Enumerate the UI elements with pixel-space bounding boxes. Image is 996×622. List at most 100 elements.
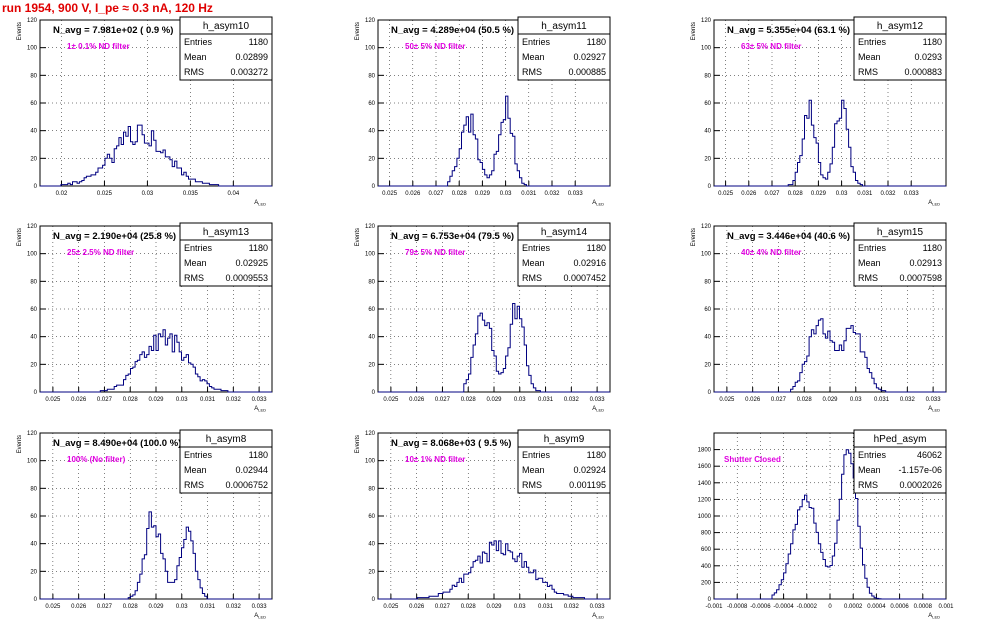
- x-tick-label: 0.028: [123, 604, 139, 610]
- x-axis-label: ALED: [592, 613, 604, 620]
- stats-box: h_asym9 Entries 1180 Mean 0.02924 RMS 0.001195: [517, 429, 611, 494]
- x-tick-label: 0.035: [183, 191, 199, 197]
- y-tick-label: 80: [704, 279, 711, 285]
- y-tick-label: 200: [701, 580, 712, 586]
- y-tick-label: 80: [30, 486, 37, 492]
- stats-body: [853, 33, 947, 81]
- y-tick-label: 60: [30, 514, 37, 520]
- x-tick-label: 0.032: [564, 397, 580, 403]
- n-avg-label: N_avg = 4.289e+04 (50.5 %): [391, 25, 514, 36]
- n-avg-label: N_avg = 6.753e+04 (79.5 %): [391, 231, 514, 242]
- x-tick-label: 0.029: [811, 191, 827, 197]
- x-tick-label: 0.029: [148, 397, 164, 403]
- stats-box: h_asym15 Entries 1180 Mean 0.02913 RMS 0.00075…: [853, 222, 947, 287]
- histogram-panel-h_asym13: 0.025 0.026 0.027 0.028 0.029 0.03 0.031 0.032 0…: [17, 222, 273, 413]
- n-avg-label: N_avg = 5.355e+04 (63.1 %): [727, 25, 850, 36]
- x-tick-label: 0.04: [227, 191, 239, 197]
- stats-box: h_asym14 Entries 1180 Mean 0.02916 RMS 0.00074…: [517, 222, 611, 287]
- n-avg-label: N_avg = 7.981e+02 ( 0.9 %): [53, 25, 173, 36]
- y-tick-label: 60: [30, 101, 37, 107]
- y-tick-label: 400: [701, 564, 712, 570]
- x-tick-label: 0.027: [435, 604, 451, 610]
- stats-label-rms: RMS: [522, 480, 542, 490]
- y-tick-label: 0: [372, 597, 376, 603]
- stats-label-rms: RMS: [522, 273, 542, 283]
- y-tick-label: 40: [368, 129, 375, 135]
- histogram-series: [40, 511, 272, 600]
- x-tick-label: -0.0006: [750, 604, 771, 610]
- histogram-name: h_asym8: [206, 434, 247, 445]
- y-tick-label: 0: [372, 184, 376, 190]
- y-tick-label: 20: [704, 156, 711, 162]
- x-tick-label: 0.032: [564, 604, 580, 610]
- x-tick-label: 0.001: [938, 604, 954, 610]
- histogram-series: [378, 303, 610, 393]
- y-tick-label: 60: [30, 307, 37, 313]
- stats-value-rms: 0.0002026: [899, 480, 942, 490]
- y-tick-label: 120: [701, 224, 712, 230]
- y-tick-label: 20: [704, 362, 711, 368]
- x-tick-label: 0.028: [461, 604, 477, 610]
- histogram-series: [378, 540, 610, 600]
- y-tick-label: 80: [368, 486, 375, 492]
- stats-value-rms: 0.0007598: [899, 273, 942, 283]
- stats-value-mean: 0.02913: [909, 258, 942, 268]
- y-tick-label: 60: [704, 101, 711, 107]
- filter-annotation: 10± 1% ND filter: [405, 455, 465, 464]
- stats-label-mean: Mean: [184, 52, 207, 62]
- x-tick-label: -0.0008: [727, 604, 748, 610]
- y-tick-label: 60: [368, 101, 375, 107]
- x-tick-label: 0.031: [857, 191, 873, 197]
- x-tick-label: 0.028: [797, 397, 813, 403]
- x-tick-label: 0.03: [850, 397, 862, 403]
- stats-value-entries: 1180: [587, 243, 606, 253]
- n-avg-label: N_avg = 8.068e+03 ( 9.5 %): [391, 438, 511, 449]
- y-tick-label: 1000: [698, 514, 712, 520]
- x-tick-label: 0.025: [45, 397, 61, 403]
- y-tick-label: 60: [368, 307, 375, 313]
- x-tick-label: 0.025: [97, 191, 113, 197]
- x-tick-label: 0.026: [745, 397, 761, 403]
- x-tick-label: 0.033: [252, 604, 268, 610]
- x-tick-label: 0.032: [544, 191, 560, 197]
- histogram-name: h_asym12: [877, 21, 924, 32]
- x-tick-label: 0.026: [409, 604, 425, 610]
- stats-label-rms: RMS: [522, 67, 542, 77]
- y-axis-label: Events: [355, 228, 361, 246]
- stats-value-entries: 1180: [923, 243, 942, 253]
- x-tick-label: 0.03: [500, 191, 512, 197]
- y-tick-label: 1800: [698, 448, 712, 454]
- stats-value-rms: 0.000883: [904, 67, 942, 77]
- y-axis-label: Events: [355, 22, 361, 40]
- stats-label-entries: Entries: [522, 450, 551, 460]
- x-tick-label: 0.033: [926, 397, 942, 403]
- y-tick-label: 80: [30, 73, 37, 79]
- filter-annotation: 50± 5% ND filter: [405, 42, 465, 51]
- y-tick-label: 120: [365, 431, 376, 437]
- x-axis-label: ALED: [928, 200, 940, 207]
- y-tick-label: 40: [704, 129, 711, 135]
- histogram-panel-h_asym9: 0.025 0.026 0.027 0.028 0.029 0.03 0.031 0.032 0…: [355, 429, 611, 620]
- stats-value-rms: 0.001195: [569, 480, 606, 490]
- histogram-name: h_asym14: [541, 227, 588, 238]
- y-axis-label: Events: [17, 435, 23, 453]
- stats-value-entries: 1180: [587, 37, 606, 47]
- x-tick-label: 0.033: [590, 397, 606, 403]
- stats-value-mean: 0.02944: [235, 465, 268, 475]
- stats-body: [853, 446, 947, 494]
- x-tick-label: 0.027: [771, 397, 787, 403]
- x-tick-label: 0.026: [71, 604, 87, 610]
- x-tick-label: 0.0006: [890, 604, 909, 610]
- y-tick-label: 20: [30, 569, 37, 575]
- y-tick-label: 40: [368, 542, 375, 548]
- histogram-panel-h_asym15: 0.025 0.026 0.027 0.028 0.029 0.03 0.031 0.032 0…: [691, 222, 947, 413]
- stats-label-rms: RMS: [184, 480, 204, 490]
- filter-annotation: 25± 2.5% ND filter: [67, 248, 134, 257]
- filter-annotation: 100% (No filter): [67, 455, 126, 464]
- x-tick-label: 0.029: [486, 397, 502, 403]
- x-tick-label: 0.031: [538, 397, 554, 403]
- x-tick-label: 0.032: [226, 397, 242, 403]
- filter-annotation: Shutter Closed: [724, 455, 781, 464]
- stats-box: h_asym12 Entries 1180 Mean 0.0293 RMS 0.000883: [853, 16, 947, 81]
- y-tick-label: 40: [704, 335, 711, 341]
